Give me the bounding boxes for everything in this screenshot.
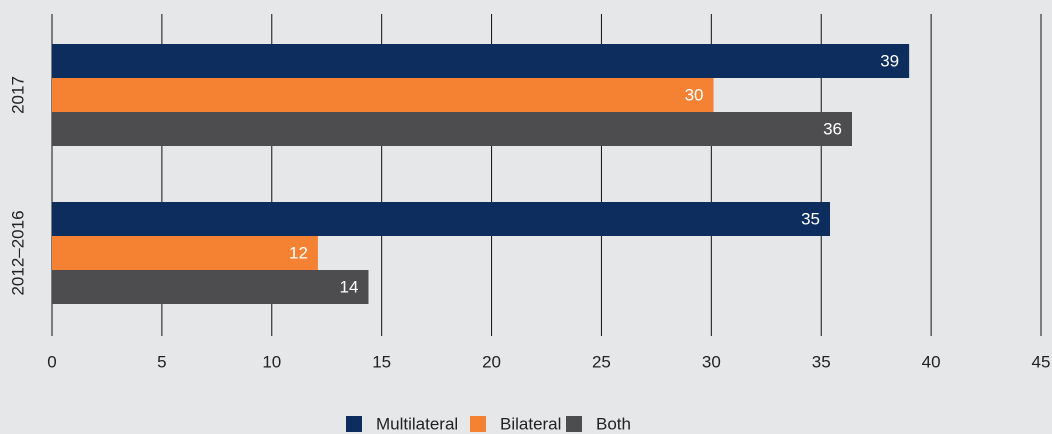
x-tick-label: 20 — [482, 352, 501, 371]
value-label: 35 — [801, 209, 820, 228]
bar — [52, 270, 369, 304]
legend-label: Both — [596, 414, 631, 433]
bar — [52, 202, 831, 236]
x-tick-label: 35 — [812, 352, 831, 371]
bar — [52, 236, 318, 270]
legend-swatch — [566, 416, 582, 432]
x-tick-label: 10 — [262, 352, 281, 371]
x-tick-label: 15 — [372, 352, 391, 371]
legend-swatch — [346, 416, 362, 432]
legend-swatch — [470, 416, 486, 432]
x-tick-label: 5 — [157, 352, 166, 371]
value-label: 36 — [823, 119, 842, 138]
x-tick-label: 45 — [1032, 352, 1051, 371]
bar — [52, 112, 852, 146]
x-tick-label: 0 — [47, 352, 56, 371]
value-label: 30 — [685, 85, 704, 104]
value-label: 12 — [289, 243, 308, 262]
bar — [52, 78, 714, 112]
value-label: 39 — [880, 51, 899, 70]
legend-label: Multilateral — [376, 414, 458, 433]
x-tick-label: 25 — [592, 352, 611, 371]
x-tick-label: 30 — [702, 352, 721, 371]
category-label: 2012–2016 — [8, 210, 27, 295]
category-label: 2017 — [8, 76, 27, 114]
x-tick-label: 40 — [922, 352, 941, 371]
value-label: 14 — [340, 277, 359, 296]
legend-label: Bilateral — [500, 414, 561, 433]
bar — [52, 44, 910, 78]
